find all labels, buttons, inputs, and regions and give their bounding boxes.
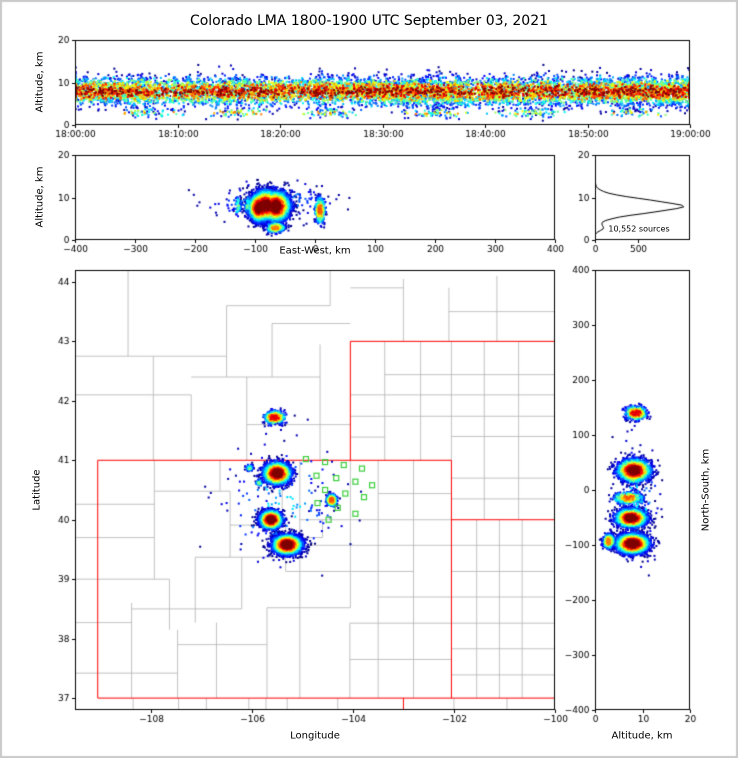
- figure-title: Colorado LMA 1800-1900 UTC September 03,…: [189, 13, 549, 29]
- source-count-label: 10,552 sources: [608, 224, 670, 234]
- ns-panel-xlabel: Altitude, km: [611, 730, 673, 742]
- ns-panel-ylabel: North-South, km: [700, 448, 712, 532]
- map-ylabel: Latitude: [31, 469, 43, 511]
- time-panel-ylabel: Altitude, km: [34, 51, 46, 113]
- ew-panel-xlabel: East-West, km: [279, 245, 351, 257]
- ew-panel-ylabel: Altitude, km: [34, 166, 46, 228]
- map-xlabel: Longitude: [290, 730, 340, 742]
